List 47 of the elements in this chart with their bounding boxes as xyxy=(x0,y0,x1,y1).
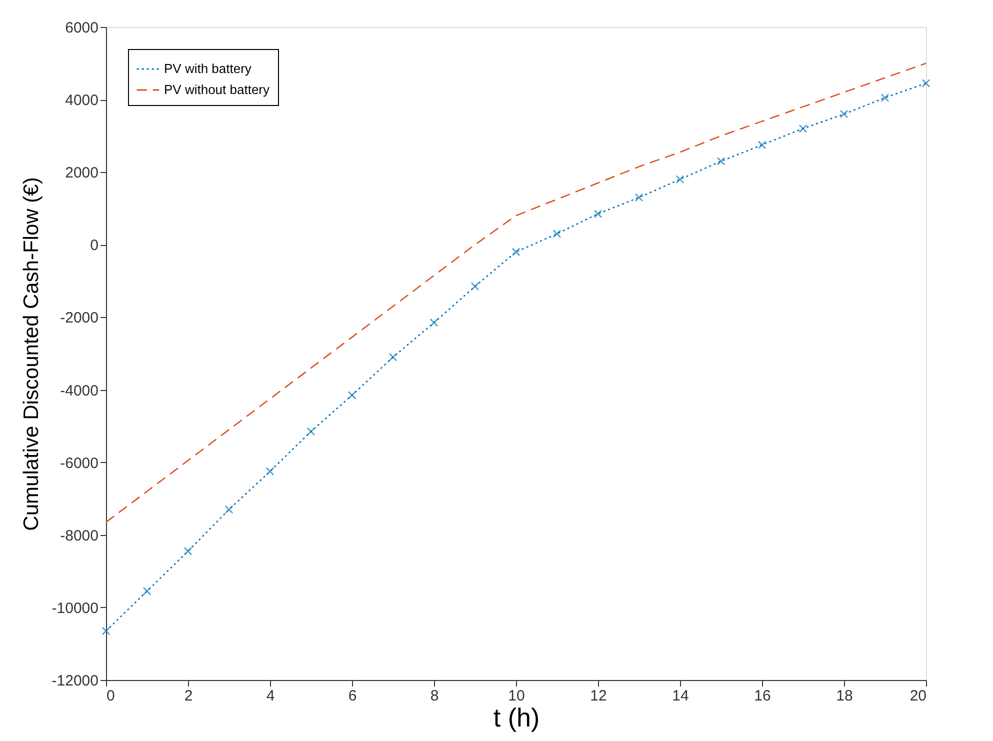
x-tick-label: 14 xyxy=(672,688,689,704)
x-axis-title: t (h) xyxy=(493,702,540,732)
x-tick-label: 12 xyxy=(590,688,607,704)
point xyxy=(880,94,890,102)
x-tick-label: 2 xyxy=(184,688,193,704)
y-tick-label: 2000 xyxy=(65,164,98,182)
y-tick-label: -2000 xyxy=(60,310,98,327)
point xyxy=(102,626,110,636)
point xyxy=(676,175,684,184)
y-tick-label: -4000 xyxy=(60,382,98,400)
x-tick-label: 0 xyxy=(106,688,115,704)
x-tick-label: 10 xyxy=(508,688,525,704)
y-tick-label: 4000 xyxy=(65,92,98,110)
y-tick-label: 6000 xyxy=(65,20,98,36)
x-tick-label: 8 xyxy=(430,688,439,704)
legend-label: PV with battery xyxy=(164,61,252,76)
y-tick-label: -10000 xyxy=(52,600,98,617)
y-tick-label: -8000 xyxy=(60,527,98,544)
point xyxy=(552,230,562,238)
y-axis-title: Cumulative Discounted Cash-Flow (€) xyxy=(20,177,43,531)
y-tick-label: 0 xyxy=(90,237,98,254)
point xyxy=(512,248,520,256)
x-tick-label: 4 xyxy=(266,688,275,704)
point xyxy=(634,193,644,202)
x-tick-label: 16 xyxy=(754,688,771,704)
point xyxy=(594,210,602,218)
point xyxy=(142,586,152,596)
point xyxy=(798,124,808,133)
y-tick-label: -6000 xyxy=(60,454,98,472)
point xyxy=(922,79,930,88)
point xyxy=(306,427,316,436)
point xyxy=(348,391,356,400)
point xyxy=(758,140,766,150)
line-series xyxy=(105,62,927,523)
point xyxy=(430,318,438,327)
point xyxy=(184,547,192,556)
x-tick-label: 20 xyxy=(910,688,926,704)
point xyxy=(470,282,480,291)
point xyxy=(840,110,848,118)
x-tick-label: 18 xyxy=(836,688,853,704)
x-tick-label: 6 xyxy=(348,688,357,704)
y-tick-label: -12000 xyxy=(52,672,98,690)
legend-label: PV without battery xyxy=(164,82,270,97)
point xyxy=(224,505,234,514)
point xyxy=(266,467,274,476)
point xyxy=(388,352,398,362)
point xyxy=(716,157,726,166)
